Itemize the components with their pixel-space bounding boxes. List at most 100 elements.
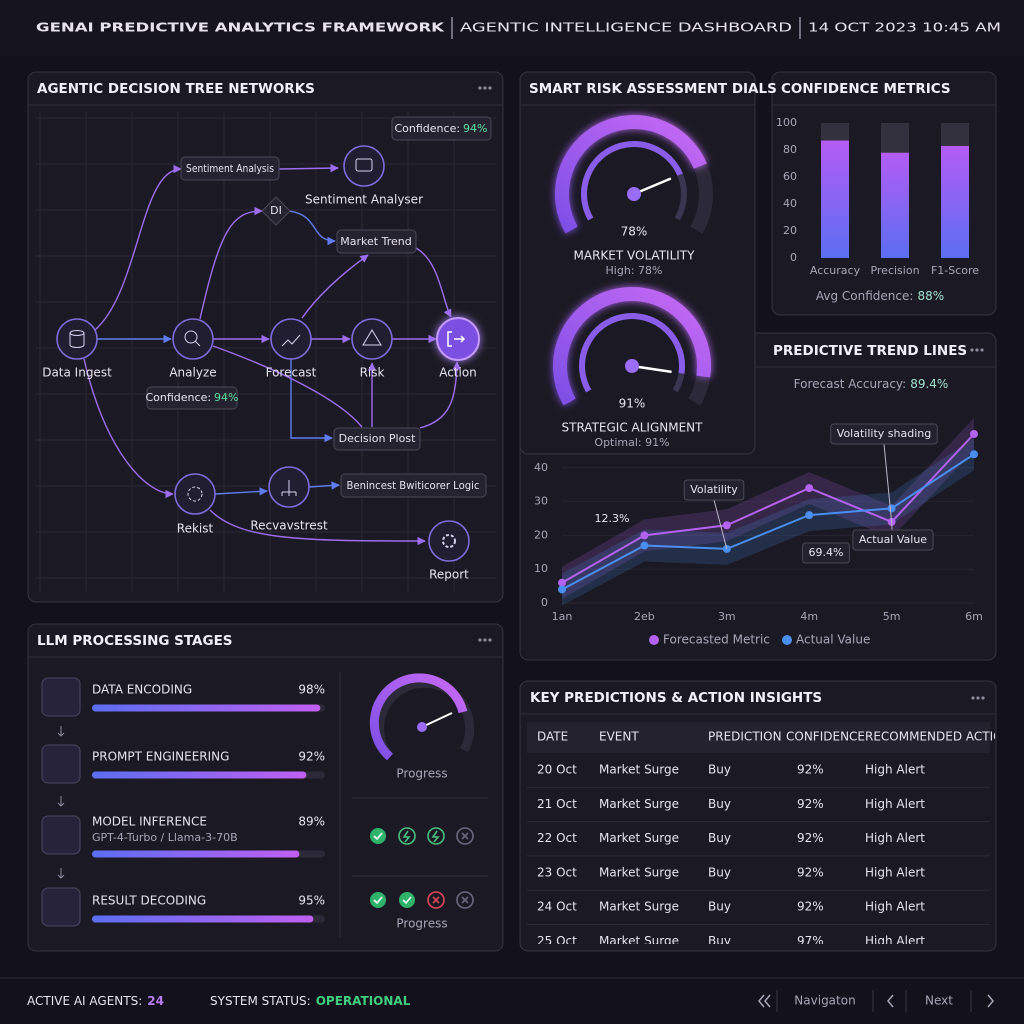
legend-marker xyxy=(649,635,659,645)
annotation-box xyxy=(830,423,938,445)
dial-value xyxy=(553,287,711,406)
bar xyxy=(941,145,969,258)
tree-node[interactable] xyxy=(174,473,216,515)
tree-node[interactable] xyxy=(428,520,470,562)
dial-inner-value xyxy=(581,141,683,221)
badge-text: Confidence: 94% xyxy=(145,391,238,404)
stage-arrows xyxy=(57,726,65,879)
y-tick-label: 20 xyxy=(783,224,797,237)
nav-label[interactable]: Navigaton xyxy=(794,994,855,1008)
point xyxy=(558,585,566,594)
table-cell: 21 Oct xyxy=(537,797,577,811)
next-button[interactable]: Next xyxy=(925,994,953,1008)
annotation: Volatility xyxy=(690,483,738,496)
column-header: PREDICTION xyxy=(708,730,782,744)
dial-label: STRATEGIC ALIGNMENT xyxy=(562,421,704,435)
header-timestamp: 14 OCT 2023 10:45 AM xyxy=(808,21,1001,35)
node-label: Action xyxy=(439,366,477,380)
panel-title: LLM PROCESSING STAGES xyxy=(37,633,233,649)
x-tick-label: Accuracy xyxy=(810,264,861,277)
y-tick-label: 60 xyxy=(783,170,797,183)
table-cell: High Alert xyxy=(865,763,925,777)
progress-bar xyxy=(92,704,321,712)
tree-node[interactable] xyxy=(436,317,480,361)
table-cell: Buy xyxy=(708,797,731,811)
volatility-shading xyxy=(562,438,974,606)
progress-bar xyxy=(92,771,307,779)
box-label: Sentiment Analysis xyxy=(186,162,274,175)
tree-node[interactable] xyxy=(56,318,98,360)
menu-button[interactable] xyxy=(971,696,985,700)
menu-button[interactable] xyxy=(970,348,984,352)
y-tick-label: 40 xyxy=(534,461,548,474)
table-cell: Market Surge xyxy=(599,831,679,845)
y-tick-label: 30 xyxy=(534,495,548,508)
table-cell: Buy xyxy=(708,934,731,948)
annotation-pointer xyxy=(883,443,893,522)
annotation: 69.4% xyxy=(809,546,844,559)
node-label: Recvavstrest xyxy=(250,519,328,533)
series-line xyxy=(561,433,975,584)
column-header: CONFIDENCE xyxy=(786,730,865,744)
stage-percent: 95% xyxy=(298,894,325,908)
table-cell: 24 Oct xyxy=(537,900,577,914)
table-cell: High Alert xyxy=(865,831,925,845)
node-label: Risk xyxy=(360,366,385,380)
x-tick-label: 4m xyxy=(800,610,818,623)
tree-box[interactable] xyxy=(180,156,280,181)
table-cell: Market Surge xyxy=(599,797,679,811)
next-arrow[interactable] xyxy=(987,994,994,1008)
table-cell: 23 Oct xyxy=(537,865,577,879)
diamond-label: DI xyxy=(270,204,282,217)
point xyxy=(722,521,731,530)
tree-node[interactable] xyxy=(270,318,312,360)
tree-node[interactable] xyxy=(343,145,385,187)
tree-diamond[interactable] xyxy=(261,196,291,226)
bar xyxy=(881,152,909,258)
node-label: Data Ingest xyxy=(42,366,112,380)
tree-node[interactable] xyxy=(172,318,214,360)
stage-icons xyxy=(41,677,81,927)
box-label: Decision Plost xyxy=(339,432,416,445)
footnote-label: Avg Confidence: xyxy=(816,289,914,303)
point xyxy=(558,578,566,587)
badge-value: 94% xyxy=(463,122,487,135)
dial-value-label: 78% xyxy=(621,225,648,239)
x-tick-label: 3m xyxy=(718,610,736,623)
agents-status: ACTIVE AI AGENTS: 24 xyxy=(27,994,164,1008)
tree-box[interactable] xyxy=(333,427,421,451)
confidence-badge xyxy=(146,386,238,410)
legend-label: Actual Value xyxy=(796,633,870,647)
table-cell: 25 Oct xyxy=(537,934,577,948)
status-value: OPERATIONAL xyxy=(316,994,411,1008)
column-header: EVENT xyxy=(599,730,639,744)
point xyxy=(805,484,814,493)
table-cell: High Alert xyxy=(865,900,925,914)
progress-gauge xyxy=(369,673,475,761)
table-header xyxy=(527,722,990,753)
menu-button[interactable] xyxy=(478,638,492,642)
node-label: Analyze xyxy=(169,366,216,380)
subtitle-label: Forecast Accuracy: xyxy=(794,377,907,391)
menu-button[interactable] xyxy=(478,86,492,90)
tree-box[interactable] xyxy=(336,229,417,254)
x-tick-label: 1an xyxy=(552,610,573,623)
footnote: Avg Confidence: 88% xyxy=(816,289,944,303)
table-cell: Buy xyxy=(708,865,731,879)
bar xyxy=(821,140,849,258)
y-tick-label: 80 xyxy=(783,143,797,156)
prev-button[interactable] xyxy=(887,994,894,1008)
tree-box[interactable] xyxy=(340,473,487,498)
tree-node[interactable] xyxy=(268,466,310,508)
tree-node[interactable] xyxy=(351,318,393,360)
panel-title: PREDICTIVE TREND LINES xyxy=(773,343,967,359)
x-tick-label: F1-Score xyxy=(931,264,979,277)
x-tick-label: 5m xyxy=(883,610,901,623)
annotation-box xyxy=(683,479,745,501)
series-line xyxy=(561,453,975,591)
badge-value: 94% xyxy=(214,391,238,404)
progress-label: Progress xyxy=(396,917,447,931)
first-page-button[interactable] xyxy=(758,994,771,1008)
